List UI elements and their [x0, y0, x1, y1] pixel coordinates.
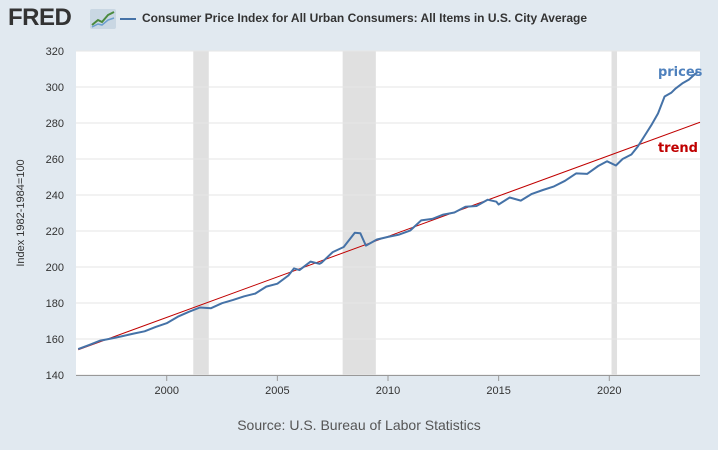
plot-area — [76, 51, 700, 375]
y-tick-label: 280 — [46, 118, 64, 130]
cpi-line-chart: 140 160 180 200 220 240 260 280 300 320 2000 2005 20… — [15, 46, 703, 397]
annotation-trend: trend — [658, 141, 698, 156]
y-tick-label: 220 — [46, 226, 64, 238]
legend-series-title[interactable]: Consumer Price Index for All Urban Consu… — [142, 11, 587, 25]
y-tick-label: 200 — [46, 262, 64, 274]
prices-line — [77, 71, 699, 351]
y-tick-label: 160 — [46, 334, 64, 346]
y-tick-label: 320 — [46, 46, 64, 58]
annotation-prices: prices — [658, 65, 703, 80]
y-tick-label: 180 — [46, 298, 64, 310]
x-tick-label: 2015 — [486, 385, 510, 397]
logo-graph-icon — [90, 9, 116, 29]
recession-band-1 — [342, 51, 376, 375]
source-note: Source: U.S. Bureau of Labor Statistics — [237, 417, 481, 433]
legend-line-icon — [120, 18, 136, 20]
x-tick-label: 2020 — [597, 385, 621, 397]
x-tick-label: 2010 — [376, 385, 400, 397]
x-tick-label: 2000 — [154, 385, 178, 397]
recession-band-2 — [611, 51, 618, 375]
chart-header: FRED Consumer Price Index for All Urban … — [0, 0, 718, 40]
x-tick-label: 2005 — [265, 385, 289, 397]
fred-logo[interactable]: FRED — [8, 4, 72, 31]
recession-band-0 — [193, 51, 209, 375]
y-axis-title: Index 1982-1984=100 — [15, 159, 27, 266]
y-tick-label: 240 — [46, 190, 64, 202]
y-tick-label: 260 — [46, 154, 64, 166]
y-tick-label: 140 — [46, 370, 64, 382]
y-tick-label: 300 — [46, 82, 64, 94]
